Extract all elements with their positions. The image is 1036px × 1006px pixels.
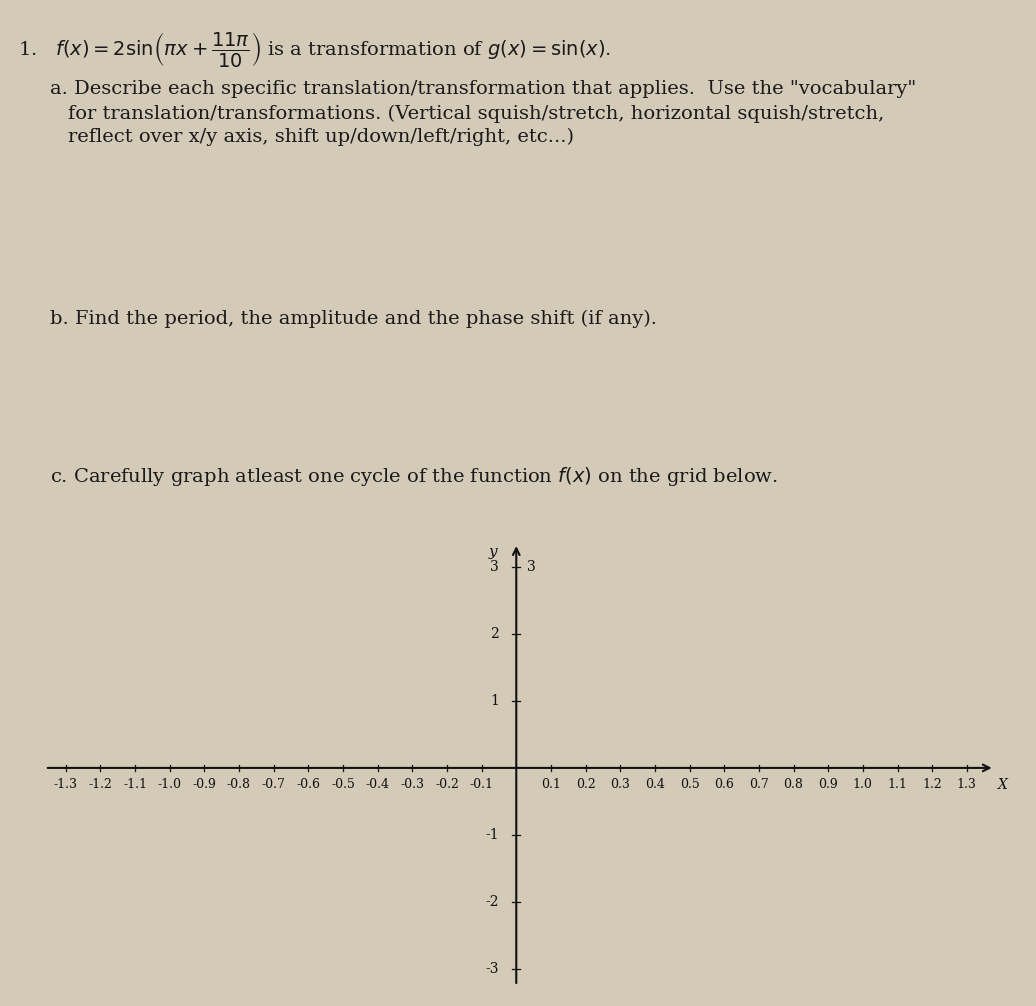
Text: 0.4: 0.4 [645, 778, 665, 791]
Text: a. Describe each specific translation/transformation that applies.  Use the "voc: a. Describe each specific translation/tr… [50, 80, 916, 98]
Text: -0.1: -0.1 [469, 778, 493, 791]
Text: -1.0: -1.0 [157, 778, 181, 791]
Text: 2: 2 [490, 627, 499, 641]
Text: 1.2: 1.2 [922, 778, 942, 791]
Text: 0.2: 0.2 [576, 778, 596, 791]
Text: -0.7: -0.7 [262, 778, 286, 791]
Text: 1.1: 1.1 [888, 778, 908, 791]
Text: 0.7: 0.7 [749, 778, 769, 791]
Text: -0.5: -0.5 [332, 778, 355, 791]
Text: -1.3: -1.3 [54, 778, 78, 791]
Text: -0.2: -0.2 [435, 778, 459, 791]
Text: c. Carefully graph atleast one cycle of the function $f(x)$ on the grid below.: c. Carefully graph atleast one cycle of … [50, 465, 778, 488]
Text: -0.3: -0.3 [400, 778, 425, 791]
Text: X: X [998, 778, 1008, 792]
Text: y: y [489, 544, 497, 558]
Text: 0.9: 0.9 [818, 778, 838, 791]
Text: for translation/transformations. (Vertical squish/stretch, horizontal squish/str: for translation/transformations. (Vertic… [68, 105, 885, 124]
Text: 3: 3 [490, 559, 499, 573]
Text: 3: 3 [526, 559, 536, 573]
Text: -1: -1 [485, 828, 499, 842]
Text: 1.3: 1.3 [957, 778, 977, 791]
Text: 1.0: 1.0 [853, 778, 872, 791]
Text: -0.8: -0.8 [227, 778, 251, 791]
Text: 0.1: 0.1 [541, 778, 560, 791]
Text: -1.2: -1.2 [88, 778, 112, 791]
Text: reflect over x/y axis, shift up/down/left/right, etc...): reflect over x/y axis, shift up/down/lef… [68, 128, 574, 146]
Text: 1: 1 [490, 694, 499, 708]
Text: 0.5: 0.5 [680, 778, 699, 791]
Text: -0.6: -0.6 [296, 778, 320, 791]
Text: b. Find the period, the amplitude and the phase shift (if any).: b. Find the period, the amplitude and th… [50, 310, 657, 328]
Text: -0.4: -0.4 [366, 778, 390, 791]
Text: 0.6: 0.6 [714, 778, 735, 791]
Text: -0.9: -0.9 [193, 778, 217, 791]
Text: -1.1: -1.1 [123, 778, 147, 791]
Text: -2: -2 [486, 895, 499, 909]
Text: -3: -3 [486, 962, 499, 976]
Text: 1.   $f(x) = 2\sin\!\left(\pi x + \dfrac{11\pi}{10}\right)$ is a transformation : 1. $f(x) = 2\sin\!\left(\pi x + \dfrac{1… [18, 30, 611, 69]
Text: 0.8: 0.8 [783, 778, 804, 791]
Text: 0.3: 0.3 [610, 778, 630, 791]
